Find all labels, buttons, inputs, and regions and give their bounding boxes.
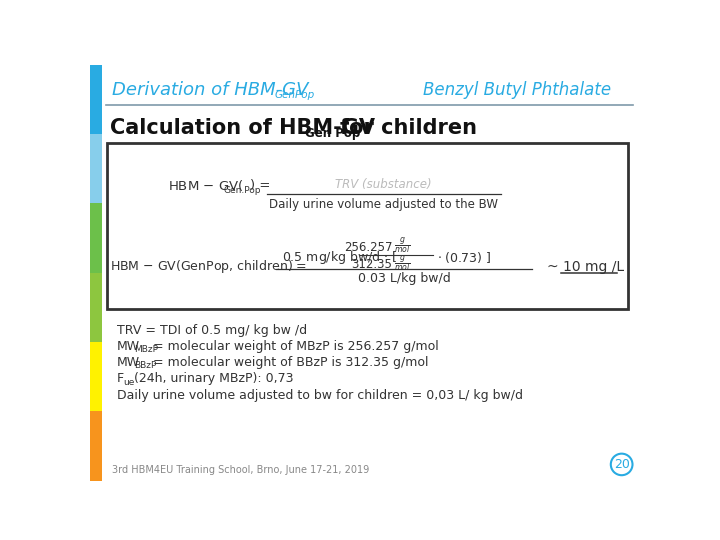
Bar <box>107 143 628 309</box>
Text: Gen Pop: Gen Pop <box>305 127 361 140</box>
Text: ue: ue <box>123 377 135 387</box>
Text: Derivation of HBM-GV: Derivation of HBM-GV <box>112 81 308 99</box>
Text: 256.257: 256.257 <box>343 241 392 254</box>
Text: HBM $-$ GV(: HBM $-$ GV( <box>168 178 243 193</box>
Text: 20: 20 <box>613 458 629 471</box>
Bar <box>90 273 102 342</box>
Text: Gen.Pop: Gen.Pop <box>223 186 261 195</box>
Text: MW: MW <box>117 356 140 369</box>
Text: TRV = TDI of 0.5 mg/ kg bw /d: TRV = TDI of 0.5 mg/ kg bw /d <box>117 324 307 337</box>
Bar <box>90 134 102 204</box>
Text: $\cdot$ (0.73) ]: $\cdot$ (0.73) ] <box>437 250 492 265</box>
Text: $\frac{g}{mol}$: $\frac{g}{mol}$ <box>394 235 410 256</box>
Bar <box>90 411 102 481</box>
Text: Daily urine volume adjusted to the BW: Daily urine volume adjusted to the BW <box>269 198 498 212</box>
Text: 0.5 mg/kg bw/d $\cdot$ [: 0.5 mg/kg bw/d $\cdot$ [ <box>282 249 397 266</box>
Text: Benzyl Butyl Phthalate: Benzyl Butyl Phthalate <box>423 81 611 99</box>
Bar <box>90 204 102 273</box>
Text: F: F <box>117 373 125 386</box>
Bar <box>90 65 102 134</box>
Text: ~ 10 mg /L: ~ 10 mg /L <box>547 260 624 274</box>
Text: GenPop: GenPop <box>274 90 315 100</box>
Text: Calculation of HBM-GV: Calculation of HBM-GV <box>110 118 375 138</box>
Text: 3rd HBM4EU Training School, Brno, June 17-21, 2019: 3rd HBM4EU Training School, Brno, June 1… <box>112 465 369 475</box>
Text: MW: MW <box>117 340 140 353</box>
Bar <box>90 342 102 411</box>
Text: = molecular weight of BBzP is 312.35 g/mol: = molecular weight of BBzP is 312.35 g/m… <box>153 356 428 369</box>
Text: BBzP: BBzP <box>134 361 156 370</box>
Text: $\frac{g}{mol}$: $\frac{g}{mol}$ <box>394 253 410 274</box>
Text: MBzP: MBzP <box>134 345 158 354</box>
Text: HBM $-$ GV(GenPop, children) =: HBM $-$ GV(GenPop, children) = <box>110 258 307 275</box>
Text: 312.35: 312.35 <box>351 259 392 272</box>
Text: = molecular weight of MBzP is 256.257 g/mol: = molecular weight of MBzP is 256.257 g/… <box>153 340 438 353</box>
Text: TRV (substance): TRV (substance) <box>336 178 432 191</box>
Text: for children: for children <box>340 118 477 138</box>
Circle shape <box>611 454 632 475</box>
Text: (24h, urinary MBzP): 0,73: (24h, urinary MBzP): 0,73 <box>134 373 294 386</box>
Text: 0.03 L/kg bw/d: 0.03 L/kg bw/d <box>358 272 450 285</box>
Text: Daily urine volume adjusted to bw for children = 0,03 L/ kg bw/d: Daily urine volume adjusted to bw for ch… <box>117 389 523 402</box>
Text: ) =: ) = <box>250 179 270 192</box>
